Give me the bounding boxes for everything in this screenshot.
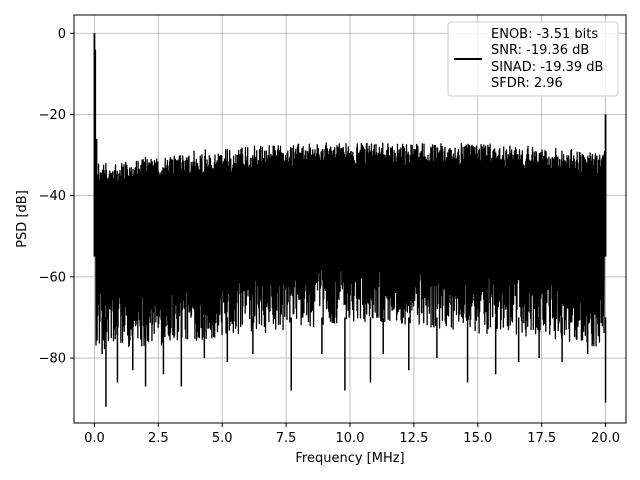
x-tick-label: 20.0 [591, 431, 620, 446]
legend-box [447, 21, 619, 97]
y-tick-label: −80 [39, 352, 66, 367]
x-tick-label: 5.0 [212, 431, 233, 446]
x-tick-label: 10.0 [336, 431, 365, 446]
spectrum-line [95, 142, 605, 350]
plot-area [93, 33, 607, 407]
x-axis-label: Frequency [MHz] [295, 451, 404, 466]
legend-sfdr: SFDR: 2.96 [491, 76, 563, 91]
x-tick-label: 15.0 [463, 431, 492, 446]
y-tick-label: −40 [39, 189, 66, 204]
x-axis: 0.0 2.5 5.0 7.5 10.0 12.5 15.0 17.5 20.0 [84, 423, 620, 446]
legend: ENOB: -3.51 bits SNR: -19.36 dB SINAD: -… [447, 21, 619, 97]
legend-sinad: SINAD: -19.39 dB [491, 60, 603, 75]
y-axis-label: PSD [dB] [15, 190, 30, 248]
y-axis: 0 −20 −40 −60 −80 [39, 27, 74, 367]
legend-enob: ENOB: -3.51 bits [491, 27, 598, 42]
x-tick-label: 2.5 [148, 431, 169, 446]
y-tick-label: 0 [58, 27, 66, 42]
x-tick-label: 17.5 [527, 431, 556, 446]
x-tick-label: 0.0 [84, 431, 105, 446]
x-tick-label: 12.5 [399, 431, 428, 446]
x-tick-label: 7.5 [276, 431, 297, 446]
y-tick-label: −60 [39, 270, 66, 285]
legend-snr: SNR: -19.36 dB [491, 43, 589, 58]
y-tick-label: −20 [39, 108, 66, 123]
